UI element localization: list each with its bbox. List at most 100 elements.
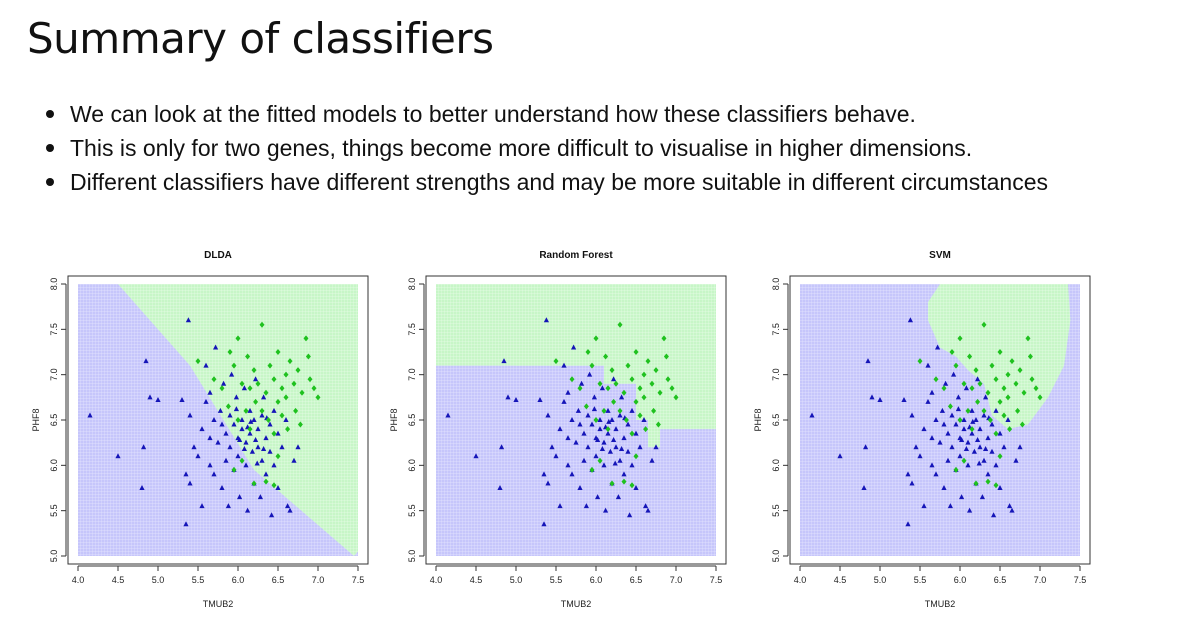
x-tick-label: 5.0 [510,575,523,585]
point-blue [599,446,605,452]
point-blue [261,446,267,452]
y-tick-label: 6.0 [407,459,417,472]
point-green [967,353,973,360]
point-blue [865,358,871,364]
region-green [928,284,1071,430]
point-blue [249,448,255,454]
point-green [1005,394,1011,401]
y-tick-label: 7.5 [407,323,417,336]
point-blue [947,503,953,509]
point-blue [541,521,547,527]
point-blue [949,412,955,418]
point-green [949,349,955,355]
point-blue [939,407,945,413]
point-blue [925,398,931,404]
point-blue [219,485,225,490]
x-tick-label: 6.0 [590,575,603,585]
point-green [235,335,241,342]
point-green [1029,376,1035,383]
point-green [637,412,643,419]
point-blue [970,418,976,424]
point-blue [917,453,923,459]
point-blue [959,436,965,442]
point-blue [963,385,969,391]
point-blue [617,412,623,418]
point-blue [285,503,291,509]
point-green [239,380,245,387]
point-green [297,421,303,428]
point-green [993,376,999,383]
point-green [1001,385,1007,392]
point-blue [607,448,613,454]
point-blue [979,494,985,500]
point-blue [221,380,227,386]
point-blue [613,444,619,450]
point-blue [187,480,193,486]
point-green [961,380,967,387]
point-green [621,389,627,396]
point-blue [565,435,571,441]
point-green [291,380,297,387]
point-green [299,389,305,396]
point-blue [185,317,191,323]
y-tick-label: 7.0 [407,368,417,381]
point-blue [965,462,971,468]
point-blue [993,407,999,413]
point-blue [575,407,581,413]
y-tick-label: 7.0 [771,368,781,381]
point-blue [287,507,293,513]
point-blue [907,317,913,323]
point-blue [967,507,973,513]
point-blue [641,417,647,422]
point-blue [537,397,543,403]
point-blue [505,394,511,400]
point-blue [965,439,971,445]
point-blue [1005,417,1011,422]
bullet-list: We can look at the fitted models to bett… [46,97,1048,199]
point-blue [941,421,947,427]
point-blue [929,462,935,468]
point-green [609,480,615,487]
bullet-item: We can look at the fitted models to bett… [46,97,1048,131]
point-green [637,385,643,392]
point-green [603,353,609,360]
point-green [577,385,583,392]
point-green [633,398,639,405]
x-tick-label: 5.5 [914,575,927,585]
point-green [597,380,603,387]
y-tick-label: 6.0 [49,459,59,472]
point-blue [603,507,609,513]
x-tick-label: 6.0 [232,575,245,585]
point-green [611,398,617,405]
point-blue [933,417,939,422]
point-green [311,385,317,392]
point-blue [259,412,265,418]
point-green [629,376,635,383]
point-blue [541,471,547,477]
point-blue [953,421,959,427]
point-green [941,385,947,392]
point-green [279,412,285,419]
point-blue [191,444,197,450]
point-green [225,403,231,410]
point-blue [909,480,915,486]
svm-plot: 4.0 4.5 5.0 5.5 6.0 6.5 7.0 7.5 5.0 5.5 6.0 6.5 7.0 7… [752,240,1108,620]
point-blue [997,485,1003,490]
region-blue [436,365,516,375]
point-green [623,417,629,423]
point-blue [179,397,185,403]
point-blue [235,453,241,459]
point-green [239,457,245,464]
point-green [1001,412,1007,419]
point-green [633,349,639,355]
x-tick-label: 6.5 [272,575,285,585]
y-tick-label: 5.5 [771,504,781,517]
point-green [617,321,623,328]
point-blue [629,407,635,413]
x-tick-label: 7.0 [312,575,325,585]
point-green [1033,385,1039,392]
point-blue [87,412,93,418]
x-tick-label: 7.5 [710,575,723,585]
point-blue [583,503,589,509]
point-blue [589,421,595,427]
